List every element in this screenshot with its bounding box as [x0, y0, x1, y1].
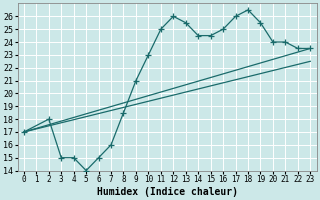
X-axis label: Humidex (Indice chaleur): Humidex (Indice chaleur)	[97, 186, 237, 197]
